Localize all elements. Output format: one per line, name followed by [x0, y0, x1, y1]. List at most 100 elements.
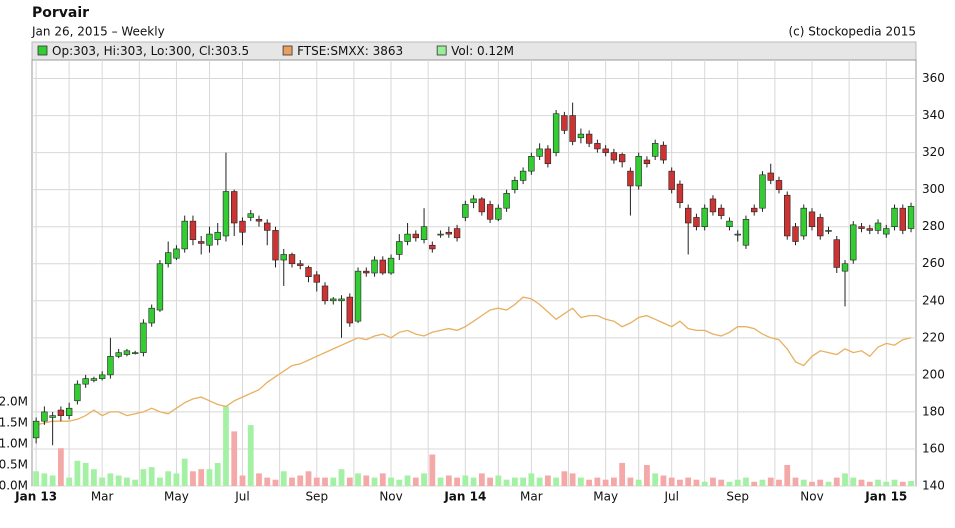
volume-bar [437, 477, 444, 486]
volume-bar [858, 479, 865, 486]
volume-bar [817, 479, 824, 486]
volume-bar [338, 469, 345, 486]
candle-body [65, 407, 73, 416]
candle-body [800, 207, 807, 237]
candle-body [247, 213, 254, 218]
y-tick-label: 320 [922, 145, 945, 159]
volume-bar [809, 481, 815, 486]
candle-body [412, 233, 419, 239]
volume-bar [115, 475, 122, 486]
volume-bar [181, 458, 188, 486]
volume-bar [247, 425, 254, 486]
volume-bar [866, 481, 873, 486]
y-tick-label: 140 [922, 479, 945, 493]
y-tick-label: 300 [922, 182, 945, 196]
candle-body [866, 228, 873, 231]
candle-body [899, 207, 906, 231]
volume-bar [553, 477, 560, 486]
volume-bar [883, 481, 890, 486]
volume-bar [635, 479, 642, 486]
volume-bar [619, 462, 626, 486]
candle-body [825, 230, 832, 232]
volume-bar [445, 475, 452, 486]
candle-body [82, 378, 89, 385]
candle-body [32, 420, 40, 439]
volume-bar [627, 477, 634, 486]
candle-body [156, 263, 164, 311]
legend-swatch [282, 45, 293, 56]
candle-body [181, 220, 188, 250]
candle-body [280, 254, 287, 261]
volume-tick-label: 1.0M [0, 437, 28, 451]
volume-bar [825, 481, 832, 486]
volume-bar [544, 475, 551, 486]
candle-body [552, 113, 560, 153]
candle-body [891, 207, 898, 227]
candle-body [709, 198, 717, 213]
candle-body [841, 263, 849, 272]
volume-bar [685, 477, 692, 486]
volume-bar [833, 477, 840, 486]
volume-bar [33, 471, 40, 486]
volume-bar [107, 473, 114, 486]
volume-bar [355, 473, 361, 486]
candle-body [495, 207, 502, 220]
candle-body [371, 259, 378, 274]
x-tick-label: Sep [726, 490, 749, 504]
volume-bar [206, 469, 213, 486]
candle-body [693, 217, 700, 227]
candle-body [685, 207, 692, 224]
candle-body [742, 218, 750, 246]
volume-bar [693, 479, 700, 486]
source: (c) Stockopedia 2015 [788, 25, 916, 39]
candle-body [57, 409, 65, 416]
volume-bar [305, 471, 312, 486]
candle-body [429, 244, 436, 250]
volume-bar [124, 477, 130, 486]
candle-body [445, 231, 453, 235]
candle-body [74, 383, 81, 402]
volume-bar [726, 481, 733, 486]
candle-body [107, 356, 114, 376]
volume-bar [322, 477, 328, 486]
candle-body [883, 228, 890, 235]
volume-bar [520, 477, 526, 486]
candle-body [396, 241, 403, 255]
volume-bar [660, 475, 667, 486]
volume-bar [561, 471, 568, 486]
volume-bar [470, 477, 477, 486]
candle-body [189, 220, 197, 240]
volume-bar [214, 462, 221, 486]
candle-body [734, 233, 741, 236]
candle-body [231, 191, 238, 224]
volume-bar [644, 465, 650, 486]
volume-bar [792, 477, 799, 486]
volume-bar [536, 477, 543, 486]
candle-body [850, 224, 857, 261]
candle-body [858, 226, 865, 229]
volume-bar [132, 479, 139, 486]
candle-body [536, 148, 543, 157]
volume-bar [891, 479, 898, 486]
y-tick-label: 160 [922, 441, 945, 455]
candle-body [833, 239, 840, 268]
volume-bar [297, 475, 304, 486]
volume-bar [842, 473, 848, 486]
x-tick-label: Nov [800, 490, 823, 504]
volume-bar [82, 462, 89, 486]
candle-body [907, 206, 915, 229]
volume-bar [198, 469, 205, 486]
volume-tick-label: 2.0M [0, 395, 28, 409]
volume-bar [74, 460, 81, 486]
candle-body [462, 204, 469, 218]
volume-bar [734, 479, 741, 486]
y-tick-label: 180 [922, 404, 945, 418]
volume-bar [611, 477, 617, 486]
volume-bar [412, 477, 419, 486]
volume-bar [346, 477, 353, 486]
candle-body [511, 180, 519, 190]
candle-body [363, 270, 370, 274]
candle-body [767, 172, 774, 181]
volume-bar [528, 473, 535, 486]
